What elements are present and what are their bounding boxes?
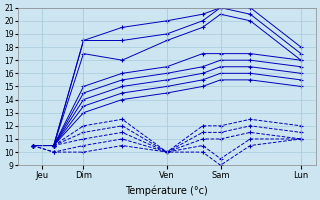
X-axis label: Température (°c): Température (°c) xyxy=(125,185,208,196)
